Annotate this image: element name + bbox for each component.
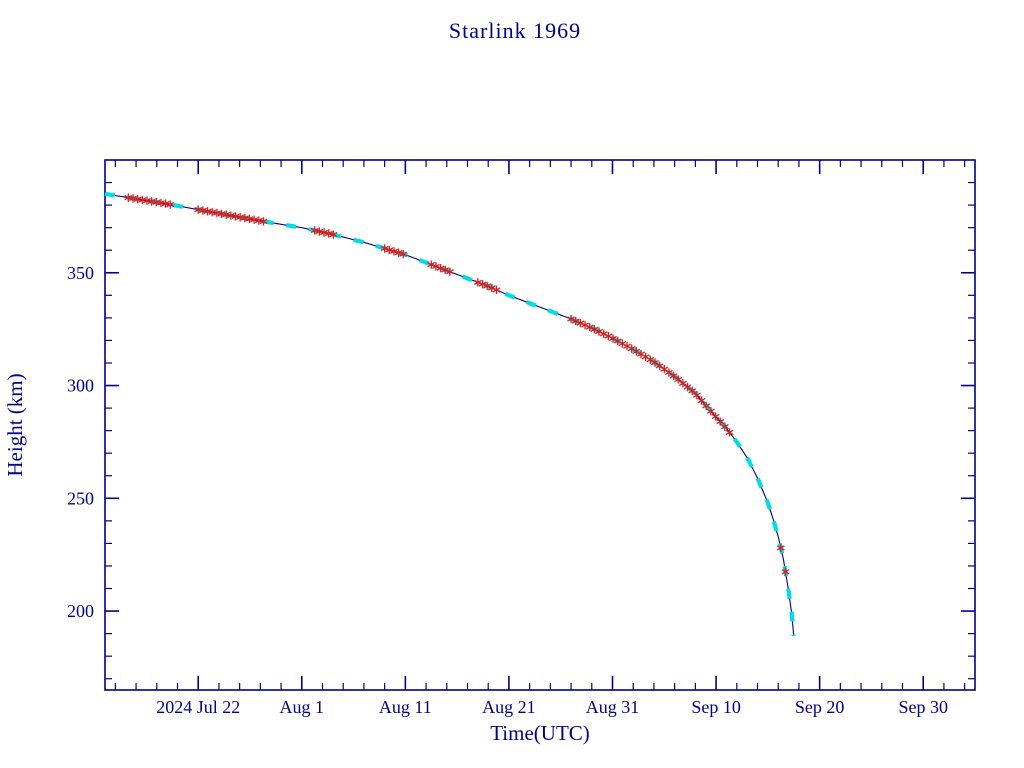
x-tick-label: 2024 Jul 22	[156, 697, 240, 717]
x-tick-label: Aug 21	[482, 697, 536, 717]
y-tick-label: 200	[67, 601, 94, 621]
x-axis-title: Time(UTC)	[490, 721, 590, 745]
y-tick-label: 300	[67, 376, 94, 396]
y-axis-title: Height (km)	[3, 373, 27, 476]
chart-title: Starlink 1969	[449, 18, 581, 43]
tick-marks	[105, 160, 975, 690]
x-tick-label: Sep 10	[691, 697, 741, 717]
decay-track-line	[104, 193, 795, 636]
x-tick-label: Sep 30	[898, 697, 948, 717]
x-tick-label: Aug 1	[280, 697, 325, 717]
y-tick-label: 350	[67, 263, 94, 283]
axes-frame	[104, 159, 976, 691]
red-observation-markers	[124, 193, 790, 577]
tick-labels: 2024 Jul 22 Aug 1 Aug 11 Aug 21 Aug 31 Sep 10…	[67, 263, 948, 717]
y-tick-label: 250	[67, 488, 94, 508]
x-tick-label: Sep 20	[795, 697, 845, 717]
cyan-observation-markers	[104, 191, 796, 637]
chart-plot-area: 2024 Jul 22 Aug 1 Aug 11 Aug 21 Aug 31 Sep 10…	[67, 159, 976, 717]
x-tick-label: Aug 31	[586, 697, 640, 717]
x-tick-label: Aug 11	[379, 697, 432, 717]
